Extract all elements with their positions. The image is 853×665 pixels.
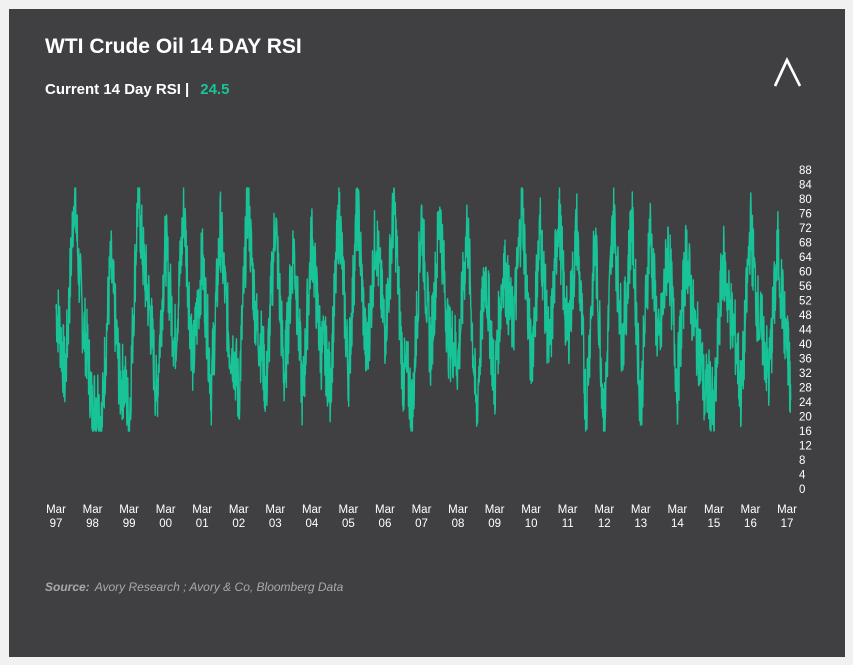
y-axis-ticks: 0481216202428323640444852566064687276808… bbox=[799, 165, 812, 496]
y-tick-label: 80 bbox=[799, 194, 812, 206]
x-tick-year: 03 bbox=[269, 518, 282, 530]
y-tick-label: 12 bbox=[799, 441, 812, 453]
y-tick-label: 84 bbox=[799, 180, 812, 192]
source-text: Avory Research ; Avory & Co, Bloomberg D… bbox=[94, 580, 344, 594]
x-tick-month: Mar bbox=[485, 504, 505, 516]
chart-card: WTI Crude Oil 14 DAY RSI Current 14 Day … bbox=[9, 9, 845, 657]
x-tick-year: 97 bbox=[50, 518, 63, 530]
x-tick-year: 02 bbox=[232, 518, 245, 530]
y-tick-label: 36 bbox=[799, 354, 812, 366]
avory-chevron-logo-icon bbox=[774, 57, 802, 87]
x-tick-year: 99 bbox=[123, 518, 136, 530]
x-tick-month: Mar bbox=[741, 504, 761, 516]
chart-title: WTI Crude Oil 14 DAY RSI bbox=[45, 35, 302, 58]
x-tick-year: 06 bbox=[379, 518, 392, 530]
x-tick-year: 01 bbox=[196, 518, 209, 530]
x-tick-year: 05 bbox=[342, 518, 355, 530]
x-tick-year: 07 bbox=[415, 518, 428, 530]
y-tick-label: 28 bbox=[799, 383, 812, 395]
y-tick-label: 56 bbox=[799, 281, 812, 293]
x-tick-year: 09 bbox=[488, 518, 501, 530]
x-axis-ticks: Mar 97 Mar 98 Mar 99 Mar 00 Mar 01 Mar 02 Mar 03 Mar 04… bbox=[46, 504, 797, 530]
x-tick-month: Mar bbox=[521, 504, 541, 516]
y-tick-label: 60 bbox=[799, 267, 812, 279]
x-tick-year: 15 bbox=[708, 518, 721, 530]
x-tick-year: 04 bbox=[305, 518, 318, 530]
x-tick-month: Mar bbox=[667, 504, 687, 516]
x-tick-year: 10 bbox=[525, 518, 538, 530]
y-tick-label: 76 bbox=[799, 209, 812, 221]
y-tick-label: 0 bbox=[799, 484, 805, 496]
rsi-chart: 0481216202428323640444852566064687276808… bbox=[46, 165, 812, 530]
x-tick-year: 98 bbox=[86, 518, 99, 530]
x-tick-year: 12 bbox=[598, 518, 611, 530]
x-tick-month: Mar bbox=[338, 504, 358, 516]
current-rsi-readout: Current 14 Day RSI | 24.5 bbox=[45, 81, 229, 98]
x-tick-year: 16 bbox=[744, 518, 757, 530]
x-tick-month: Mar bbox=[704, 504, 724, 516]
y-tick-label: 24 bbox=[799, 397, 812, 409]
rsi-line-layer bbox=[55, 187, 792, 432]
x-tick-month: Mar bbox=[594, 504, 614, 516]
current-rsi-value: 24.5 bbox=[200, 81, 230, 98]
y-tick-label: 32 bbox=[799, 368, 812, 380]
x-tick-year: 14 bbox=[671, 518, 684, 530]
y-tick-label: 64 bbox=[799, 252, 812, 264]
x-tick-year: 08 bbox=[452, 518, 465, 530]
current-rsi-label: Current 14 Day RSI | bbox=[45, 81, 190, 98]
y-tick-label: 48 bbox=[799, 310, 812, 322]
x-tick-month: Mar bbox=[448, 504, 468, 516]
x-tick-month: Mar bbox=[229, 504, 249, 516]
y-tick-label: 68 bbox=[799, 238, 812, 250]
y-tick-label: 44 bbox=[799, 325, 812, 337]
x-tick-month: Mar bbox=[46, 504, 66, 516]
y-tick-label: 16 bbox=[799, 426, 812, 438]
x-tick-month: Mar bbox=[558, 504, 578, 516]
x-tick-month: Mar bbox=[265, 504, 285, 516]
x-tick-year: 17 bbox=[781, 518, 794, 530]
source-note: Source: Avory Research ; Avory & Co, Bloo… bbox=[45, 580, 343, 594]
x-tick-month: Mar bbox=[412, 504, 432, 516]
y-tick-label: 52 bbox=[799, 296, 812, 308]
source-label: Source: bbox=[45, 580, 90, 594]
x-tick-month: Mar bbox=[156, 504, 176, 516]
x-tick-year: 00 bbox=[159, 518, 172, 530]
y-tick-label: 40 bbox=[799, 339, 812, 351]
x-tick-year: 13 bbox=[634, 518, 647, 530]
x-tick-month: Mar bbox=[192, 504, 212, 516]
y-tick-label: 88 bbox=[799, 165, 812, 177]
y-tick-label: 20 bbox=[799, 412, 812, 424]
y-tick-label: 4 bbox=[799, 470, 806, 482]
x-tick-month: Mar bbox=[777, 504, 797, 516]
x-tick-month: Mar bbox=[375, 504, 395, 516]
x-tick-month: Mar bbox=[119, 504, 139, 516]
y-tick-label: 8 bbox=[799, 455, 805, 467]
x-tick-month: Mar bbox=[302, 504, 322, 516]
y-tick-label: 72 bbox=[799, 223, 812, 235]
x-tick-month: Mar bbox=[631, 504, 651, 516]
x-tick-year: 11 bbox=[562, 518, 574, 530]
rsi-series-line bbox=[55, 187, 792, 432]
x-tick-month: Mar bbox=[83, 504, 103, 516]
